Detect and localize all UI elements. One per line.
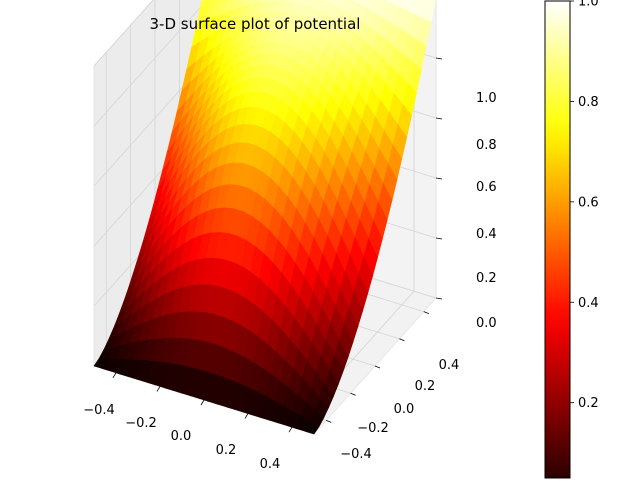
y-tick-mark bbox=[423, 311, 429, 314]
x-tick-mark bbox=[156, 386, 161, 392]
y-tick-label: 0.0 bbox=[394, 402, 415, 417]
surface-patch bbox=[304, 421, 320, 435]
y-tick-label: 0.2 bbox=[415, 379, 436, 394]
x-tick-label: 0.4 bbox=[260, 457, 281, 472]
grid-z bbox=[93, 0, 154, 67]
y-tick-label: 0.4 bbox=[439, 358, 460, 373]
x-tick-label: 0.2 bbox=[216, 443, 237, 458]
x-tick-mark bbox=[112, 372, 117, 379]
colorbar-tick-label: 0.6 bbox=[578, 195, 599, 210]
y-tick-mark bbox=[399, 338, 405, 342]
colorbar: 0.2 0.4 0.6 0.8 1.0 bbox=[544, 0, 599, 479]
axis-ticks: −0.4−0.20.00.20.4−0.4−0.20.00.20.40.00.2… bbox=[83, 57, 497, 472]
x-tick-label: 0.0 bbox=[171, 429, 192, 444]
colorbar-gradient bbox=[544, 0, 571, 479]
y-tick-mark bbox=[350, 392, 356, 396]
z-tick-label: 0.0 bbox=[476, 316, 497, 331]
x-tick-label: −0.4 bbox=[83, 403, 115, 418]
z-tick-mark bbox=[435, 297, 443, 300]
z-tick-label: 0.6 bbox=[476, 180, 497, 195]
colorbar-tick-label: 0.2 bbox=[578, 396, 599, 411]
z-tick-label: 0.8 bbox=[476, 138, 497, 153]
x-tick-mark bbox=[244, 413, 249, 419]
z-tick-label: 0.4 bbox=[476, 227, 497, 242]
colorbar-tick-label: 0.8 bbox=[578, 95, 599, 110]
y-tick-mark bbox=[326, 420, 332, 423]
z-tick-label: 0.2 bbox=[476, 271, 497, 286]
z-tick-mark bbox=[435, 57, 443, 60]
x-tick-mark bbox=[288, 426, 293, 433]
y-tick-mark bbox=[374, 365, 381, 369]
z-tick-mark bbox=[435, 177, 443, 180]
z-tick-mark bbox=[435, 237, 443, 240]
surface-mesh bbox=[93, 0, 436, 435]
z-tick-mark bbox=[435, 117, 443, 120]
y-tick-label: −0.2 bbox=[357, 421, 389, 436]
x-tick-label: −0.2 bbox=[125, 416, 157, 431]
z-tick-label: 1.0 bbox=[476, 91, 497, 106]
colorbar-tick-label: 0.4 bbox=[578, 296, 599, 311]
x-tick-mark bbox=[200, 399, 205, 406]
colorbar-tick-label: 1.0 bbox=[578, 0, 599, 10]
chart-title: 3-D surface plot of potential bbox=[150, 15, 361, 33]
y-tick-label: −0.4 bbox=[340, 447, 372, 462]
